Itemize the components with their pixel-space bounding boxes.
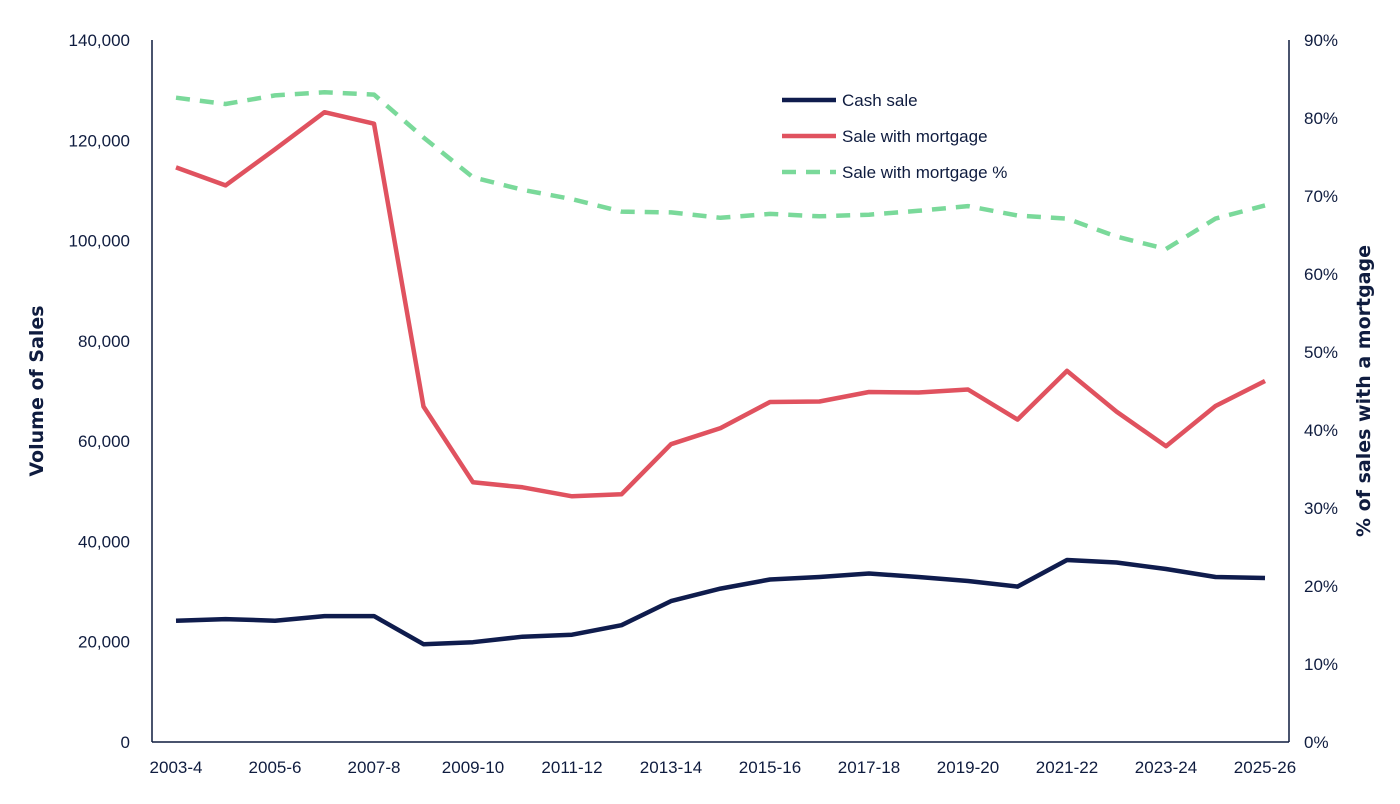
y2-tick-label: 90% [1304, 31, 1338, 50]
y-tick-label: 20,000 [78, 633, 130, 652]
y2-axis-title: % of sales with a mortgage [1353, 245, 1375, 537]
x-tick-label: 2013-14 [640, 758, 702, 777]
x-tick-label: 2025-26 [1234, 758, 1296, 777]
y2-tick-label: 0% [1304, 733, 1329, 752]
x-tick-label: 2019-20 [937, 758, 999, 777]
series-line-1 [175, 557, 1266, 647]
x-tick-label: 2007-8 [348, 758, 401, 777]
y-tick-label: 0 [121, 733, 130, 752]
y-tick-label: 60,000 [78, 432, 130, 451]
y-axis-title: Volume of Sales [26, 305, 48, 476]
axes: 0 20,000 40,000 60,000 80,000 100,000 120,000 1… [69, 31, 1338, 777]
y2-tick-label: 70% [1304, 187, 1338, 206]
x-tick-label: 2003-4 [150, 758, 203, 777]
series-layer [175, 90, 1267, 647]
x-tick-label: 2005-6 [249, 758, 302, 777]
y-tick-label: 140,000 [69, 31, 130, 50]
y2-tick-label: 10% [1304, 655, 1338, 674]
y2-tick-label: 30% [1304, 499, 1338, 518]
x-tick-label: 2017-18 [838, 758, 900, 777]
x-tick-label: 2023-24 [1135, 758, 1197, 777]
y2-tick-label: 80% [1304, 109, 1338, 128]
y2-tick-label: 20% [1304, 577, 1338, 596]
legend-label: Cash sale [842, 91, 918, 110]
y2-tick-label: 60% [1304, 265, 1338, 284]
x-tick-label: 2011-12 [541, 758, 602, 777]
legend: Cash sale Sale with mortgage Sale with mor… [782, 91, 1007, 182]
y2-tick-label: 40% [1304, 421, 1338, 440]
y-tick-label: 120,000 [69, 131, 130, 150]
x-tick-label: 2021-22 [1036, 758, 1098, 777]
x-tick-label: 2015-16 [739, 758, 801, 777]
legend-label: Sale with mortgage [842, 127, 988, 146]
series-line-2 [175, 109, 1267, 499]
series-line-3 [175, 90, 1266, 252]
x-tick-label: 2009-10 [442, 758, 504, 777]
y-tick-label: 80,000 [78, 332, 130, 351]
y2-tick-label: 50% [1304, 343, 1338, 362]
y-tick-label: 100,000 [69, 232, 130, 251]
y-tick-label: 40,000 [78, 532, 130, 551]
legend-label: Sale with mortgage % [842, 163, 1007, 182]
